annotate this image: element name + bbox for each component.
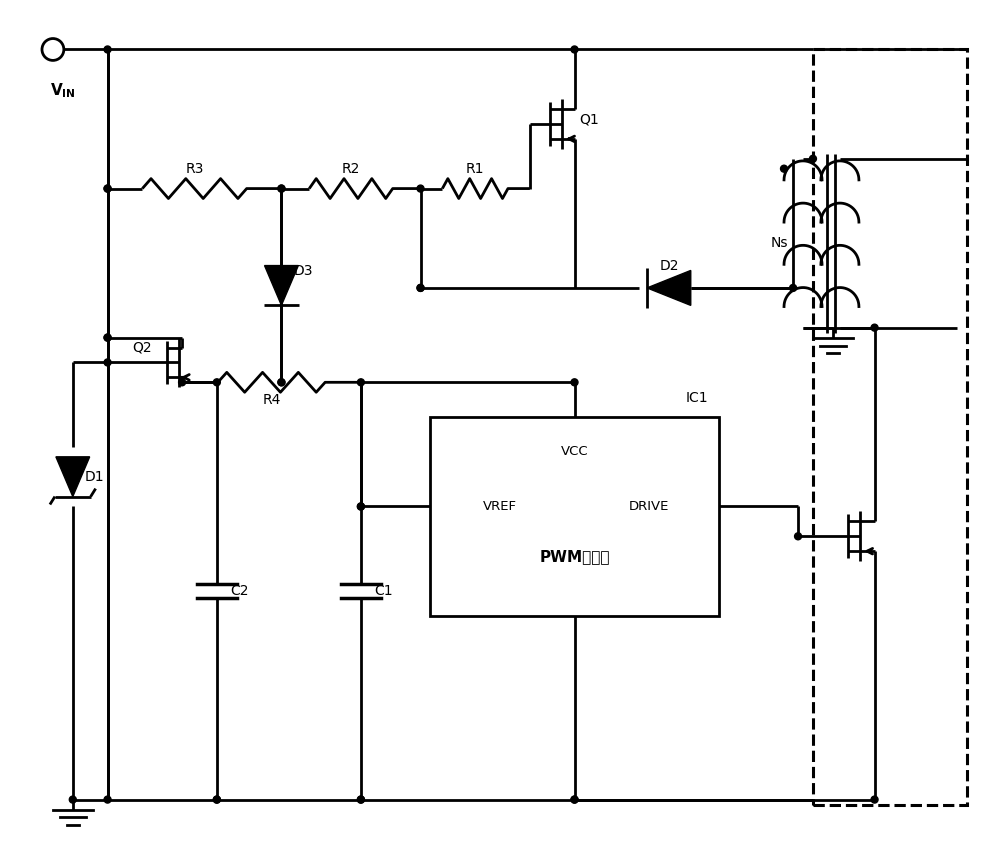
Circle shape xyxy=(809,155,816,162)
Circle shape xyxy=(104,185,111,192)
Bar xyxy=(430,417,719,616)
Text: C1: C1 xyxy=(374,584,392,598)
Text: C2: C2 xyxy=(230,584,248,598)
Circle shape xyxy=(104,185,111,192)
Circle shape xyxy=(69,796,76,803)
Circle shape xyxy=(213,796,220,803)
Circle shape xyxy=(571,796,578,803)
Text: IC1: IC1 xyxy=(686,391,709,405)
Circle shape xyxy=(417,185,424,192)
Text: R3: R3 xyxy=(185,162,204,176)
Circle shape xyxy=(278,185,285,192)
Text: VCC: VCC xyxy=(561,446,588,458)
Circle shape xyxy=(790,285,797,291)
Circle shape xyxy=(104,359,111,366)
Text: $\mathbf{V_{IN}}$: $\mathbf{V_{IN}}$ xyxy=(50,81,76,100)
Circle shape xyxy=(357,503,364,510)
Circle shape xyxy=(357,503,364,510)
Circle shape xyxy=(213,379,220,386)
Text: D1: D1 xyxy=(85,470,104,483)
Text: PWM控制器: PWM控制器 xyxy=(539,548,610,564)
Circle shape xyxy=(571,379,578,386)
Polygon shape xyxy=(647,271,691,305)
Text: Q1: Q1 xyxy=(579,112,599,126)
Text: D2: D2 xyxy=(659,259,679,273)
Circle shape xyxy=(357,379,364,386)
Circle shape xyxy=(795,533,802,540)
Circle shape xyxy=(278,379,285,386)
Polygon shape xyxy=(265,266,298,305)
Polygon shape xyxy=(56,457,90,496)
Circle shape xyxy=(357,796,364,803)
Text: Q2: Q2 xyxy=(133,340,152,355)
Circle shape xyxy=(417,285,424,291)
Circle shape xyxy=(781,165,787,172)
Circle shape xyxy=(871,324,878,331)
Text: R2: R2 xyxy=(342,162,360,176)
Circle shape xyxy=(104,796,111,803)
Circle shape xyxy=(213,796,220,803)
Text: D3: D3 xyxy=(293,264,313,278)
Circle shape xyxy=(104,334,111,341)
Circle shape xyxy=(417,285,424,291)
Circle shape xyxy=(278,379,285,386)
Circle shape xyxy=(104,334,111,341)
Text: R1: R1 xyxy=(466,162,484,176)
Text: Ns: Ns xyxy=(771,237,788,250)
Circle shape xyxy=(571,46,578,53)
Text: DRIVE: DRIVE xyxy=(629,500,669,513)
Circle shape xyxy=(871,796,878,803)
Circle shape xyxy=(104,46,111,53)
Bar xyxy=(813,50,967,805)
Circle shape xyxy=(571,796,578,803)
Circle shape xyxy=(179,379,186,386)
Text: VREF: VREF xyxy=(483,500,517,513)
Text: R4: R4 xyxy=(262,393,281,407)
Circle shape xyxy=(278,185,285,192)
Circle shape xyxy=(357,796,364,803)
